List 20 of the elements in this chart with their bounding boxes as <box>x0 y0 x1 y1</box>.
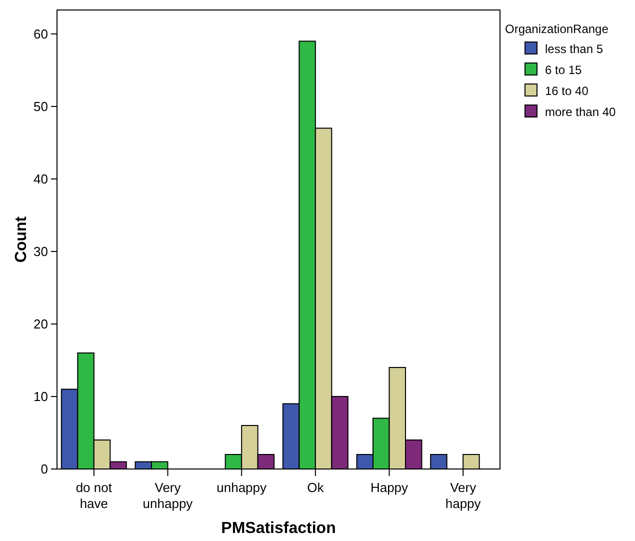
x-tick-label: do not have <box>76 480 112 511</box>
x-tick-label: unhappy <box>216 480 268 495</box>
legend-title: OrganizationRange <box>505 22 609 36</box>
y-tick-label: 30 <box>34 244 48 260</box>
y-tick-label: 40 <box>34 172 48 187</box>
x-axis-title: PMSatisfaction <box>221 520 336 537</box>
legend-label: more than 40 <box>545 105 616 119</box>
legend-label: less than 5 <box>545 42 604 56</box>
y-tick-label: 60 <box>34 26 48 42</box>
x-tick-label: Ok <box>307 480 324 495</box>
y-tick-label: 20 <box>34 316 48 332</box>
x-tick-label: Very unhappy <box>142 480 194 511</box>
y-tick-label: 0 <box>40 462 48 477</box>
legend-label: 16 to 40 <box>545 84 589 98</box>
x-tick-label: Happy <box>370 480 409 495</box>
y-tick-label: 10 <box>34 389 48 404</box>
y-tick-label: 50 <box>34 98 48 114</box>
legend-label: 6 to 15 <box>545 63 582 77</box>
y-axis-title: Count <box>13 216 30 263</box>
x-tick-label: Very happy <box>445 480 482 511</box>
